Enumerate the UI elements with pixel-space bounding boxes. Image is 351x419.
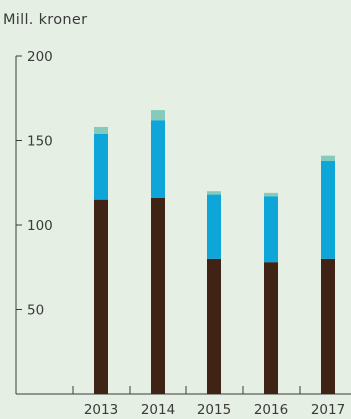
bar-segment-2013-s1 xyxy=(94,199,108,394)
y-tick-label: 100 xyxy=(27,218,53,234)
bar-segment-2015-s3 xyxy=(207,191,221,195)
y-axis-label: Mill. kroner xyxy=(3,12,87,28)
y-tick-label: 200 xyxy=(27,49,53,65)
bar-segment-2016-s2 xyxy=(264,196,278,263)
bar-segment-2016-s3 xyxy=(264,192,278,197)
bar-segment-2014-s3 xyxy=(151,110,165,121)
bar-segment-2013-s3 xyxy=(94,126,108,134)
y-ticks: 50 100 150 200 xyxy=(16,49,53,319)
bar-segment-2013-s2 xyxy=(94,133,108,200)
x-tick-label: 2016 xyxy=(254,402,288,418)
bar-segment-2015-s1 xyxy=(207,258,221,394)
bars xyxy=(94,110,335,394)
x-tick-label: 2013 xyxy=(84,402,118,418)
x-tick-label: 2017 xyxy=(311,402,345,418)
bar-segment-2016-s1 xyxy=(264,262,278,394)
bar-segment-2017-s3 xyxy=(321,155,335,161)
y-tick-label: 50 xyxy=(27,303,44,319)
y-tick-label: 150 xyxy=(27,134,53,150)
axes xyxy=(15,56,351,395)
x-ticks: 2013 2014 2015 2016 2017 xyxy=(15,386,345,418)
x-tick-label: 2014 xyxy=(141,402,175,418)
x-tick-label: 2015 xyxy=(197,402,231,418)
bar-segment-2015-s2 xyxy=(207,194,221,259)
bar-segment-2014-s2 xyxy=(151,120,165,198)
bar-segment-2014-s1 xyxy=(151,197,165,394)
bar-segment-2017-s2 xyxy=(321,160,335,259)
bar-segment-2017-s1 xyxy=(321,258,335,394)
